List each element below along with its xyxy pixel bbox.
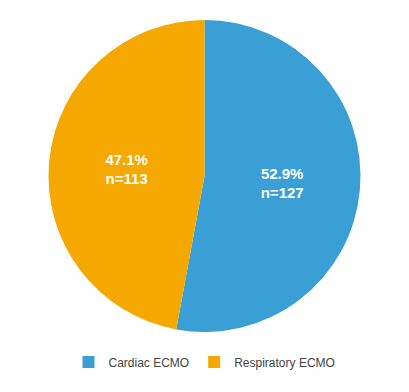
svg-text:Cardiac ECMO: Cardiac ECMO	[109, 356, 190, 370]
svg-text:52.9%n=127: 52.9%n=127	[261, 165, 304, 202]
svg-text:Respiratory ECMO: Respiratory ECMO	[234, 356, 335, 370]
svg-text:47.1%n=113: 47.1%n=113	[105, 151, 148, 188]
